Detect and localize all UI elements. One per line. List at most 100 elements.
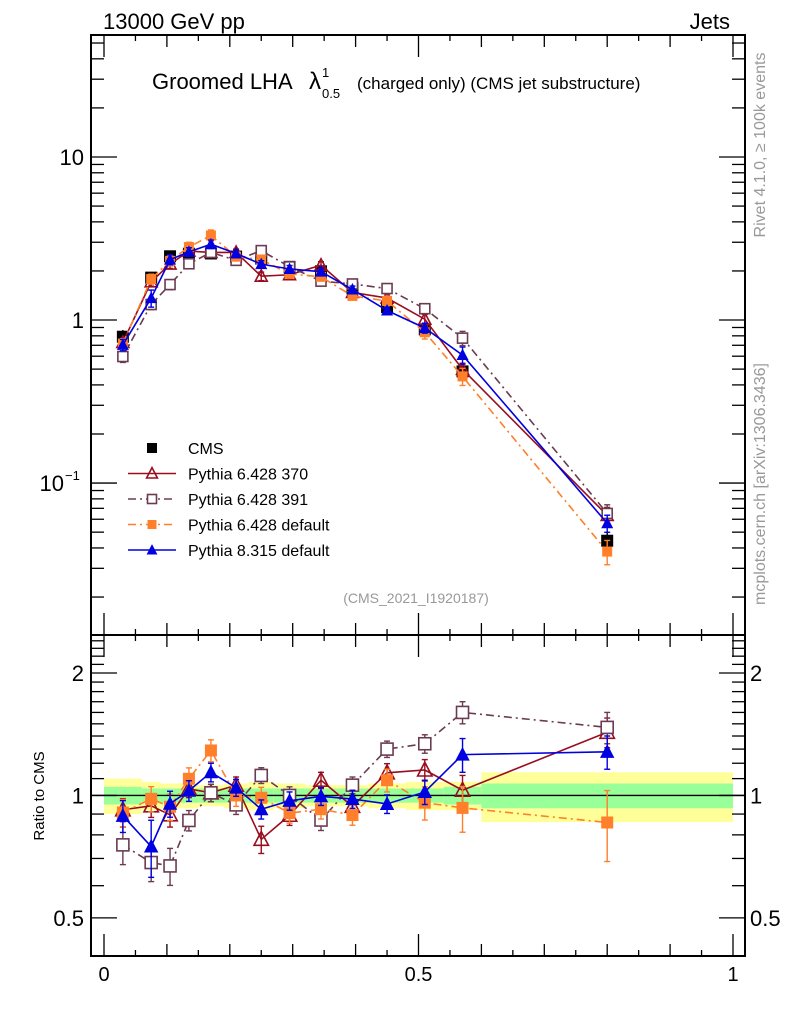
ratio-point [204, 744, 217, 757]
ratio-point [345, 791, 360, 806]
y-tick-label-ratio-right: 2 [750, 661, 762, 686]
data-point [145, 291, 158, 304]
y-tick-label-ratio-right: 1 [750, 783, 762, 808]
header-left: 13000 GeV pp [103, 9, 245, 34]
series-line-main [122, 243, 608, 524]
ratio-point [143, 838, 159, 853]
data-point [146, 273, 157, 284]
ratio-point [145, 792, 158, 805]
title-main: Groomed LHA [152, 69, 293, 94]
series-layer [114, 229, 616, 887]
x-tick-label: 1 [727, 964, 738, 986]
legend-marker-icon [147, 443, 157, 453]
ratio-point [282, 793, 297, 807]
legend-label: Pythia 6.428 391 [188, 492, 308, 509]
ratio-point [379, 796, 395, 810]
data-point [205, 230, 216, 241]
y-tick-label-main: 1 [72, 308, 84, 333]
data-point [418, 302, 431, 315]
data-point [346, 283, 359, 295]
mcplots-label: mcplots.cern.ch [arXiv:1306.3436] [752, 363, 769, 605]
ratio-point [600, 720, 615, 735]
data-point [418, 321, 431, 334]
chart-title: Groomed LHA λ 1 0.5 (charged only) (CMS … [152, 65, 640, 101]
data-point [255, 244, 268, 257]
x-tick-label: 0 [98, 964, 109, 986]
data-point [381, 282, 393, 295]
data-point [204, 237, 217, 250]
legend-marker-icon [146, 493, 158, 505]
data-point [457, 371, 468, 382]
data-point [230, 246, 243, 259]
legend-entry: Pythia 6.428 391 [128, 492, 308, 509]
data-point [601, 516, 614, 529]
legend-entry: CMS [147, 441, 224, 458]
ratio-point [315, 803, 328, 816]
data-point [182, 245, 195, 257]
data-point [117, 350, 129, 363]
ratio-point [345, 778, 360, 792]
data-point [456, 348, 469, 361]
legend-marker-icon [147, 520, 157, 529]
data-point [381, 304, 394, 316]
data-point [316, 271, 327, 282]
data-point [253, 267, 269, 283]
ratio-point [116, 838, 130, 852]
rivet-label: Rivet 4.1.0, ≥ 100k events [752, 53, 769, 238]
x-tick-label: 0.5 [405, 964, 433, 986]
data-point [456, 332, 469, 344]
ratio-point [312, 770, 330, 788]
ratio-point [115, 808, 131, 822]
ratio-point [417, 736, 432, 751]
data-point [283, 262, 296, 274]
ratio-point [455, 705, 470, 720]
ratio-point [346, 809, 359, 822]
ratio-point [204, 786, 218, 800]
ratio-point [182, 813, 196, 828]
series-ratio-3 [115, 735, 615, 879]
ratio-point [380, 742, 394, 756]
data-point [164, 278, 176, 291]
y-tick-label-ratio: 2 [72, 661, 84, 686]
series-line-ratio [122, 711, 608, 867]
header-right: Jets [690, 9, 730, 34]
ratio-point [455, 746, 470, 761]
ratio-point [162, 795, 178, 810]
ratio-point [254, 768, 269, 783]
data-point [602, 546, 613, 557]
data-point [116, 338, 129, 350]
ratio-point [313, 788, 329, 803]
ratio-point [203, 764, 219, 779]
data-point [315, 265, 328, 277]
title-sub: 0.5 [322, 86, 340, 101]
title-rest: (charged only) (CMS jet substructure) [357, 74, 640, 93]
ratio-point [381, 774, 394, 787]
legend-entry: Pythia 6.428 370 [128, 465, 308, 484]
title-symbol: λ [309, 68, 321, 95]
legend-entry: Pythia 8.315 default [128, 543, 330, 560]
y-tick-label-main: 10 [60, 145, 84, 170]
legend-label: Pythia 6.428 default [188, 518, 330, 535]
title-sup: 1 [322, 65, 329, 80]
ratio-point [228, 779, 244, 794]
analysis-id: (CMS_2021_I1920187) [343, 590, 489, 606]
ratio-point [163, 859, 177, 873]
series-main-3 [116, 237, 614, 533]
data-point [255, 257, 268, 270]
ratio-point [255, 791, 268, 804]
legend-marker-icon [145, 465, 159, 479]
data-point [164, 253, 177, 265]
series-main-2 [117, 229, 613, 566]
legend-marker-icon [146, 544, 158, 555]
series-line-ratio [122, 751, 608, 848]
ratio-point [417, 784, 432, 798]
legend-label: CMS [188, 441, 224, 458]
y-tick-label-ratio-right: 0.5 [750, 906, 781, 931]
data-point [382, 296, 393, 307]
ratio-ylabel: Ratio to CMS [31, 751, 48, 840]
y-tick-label-main: 10 [40, 471, 64, 496]
y-tick-label-sup: −1 [65, 468, 80, 483]
y-tick-label-ratio: 1 [72, 783, 84, 808]
